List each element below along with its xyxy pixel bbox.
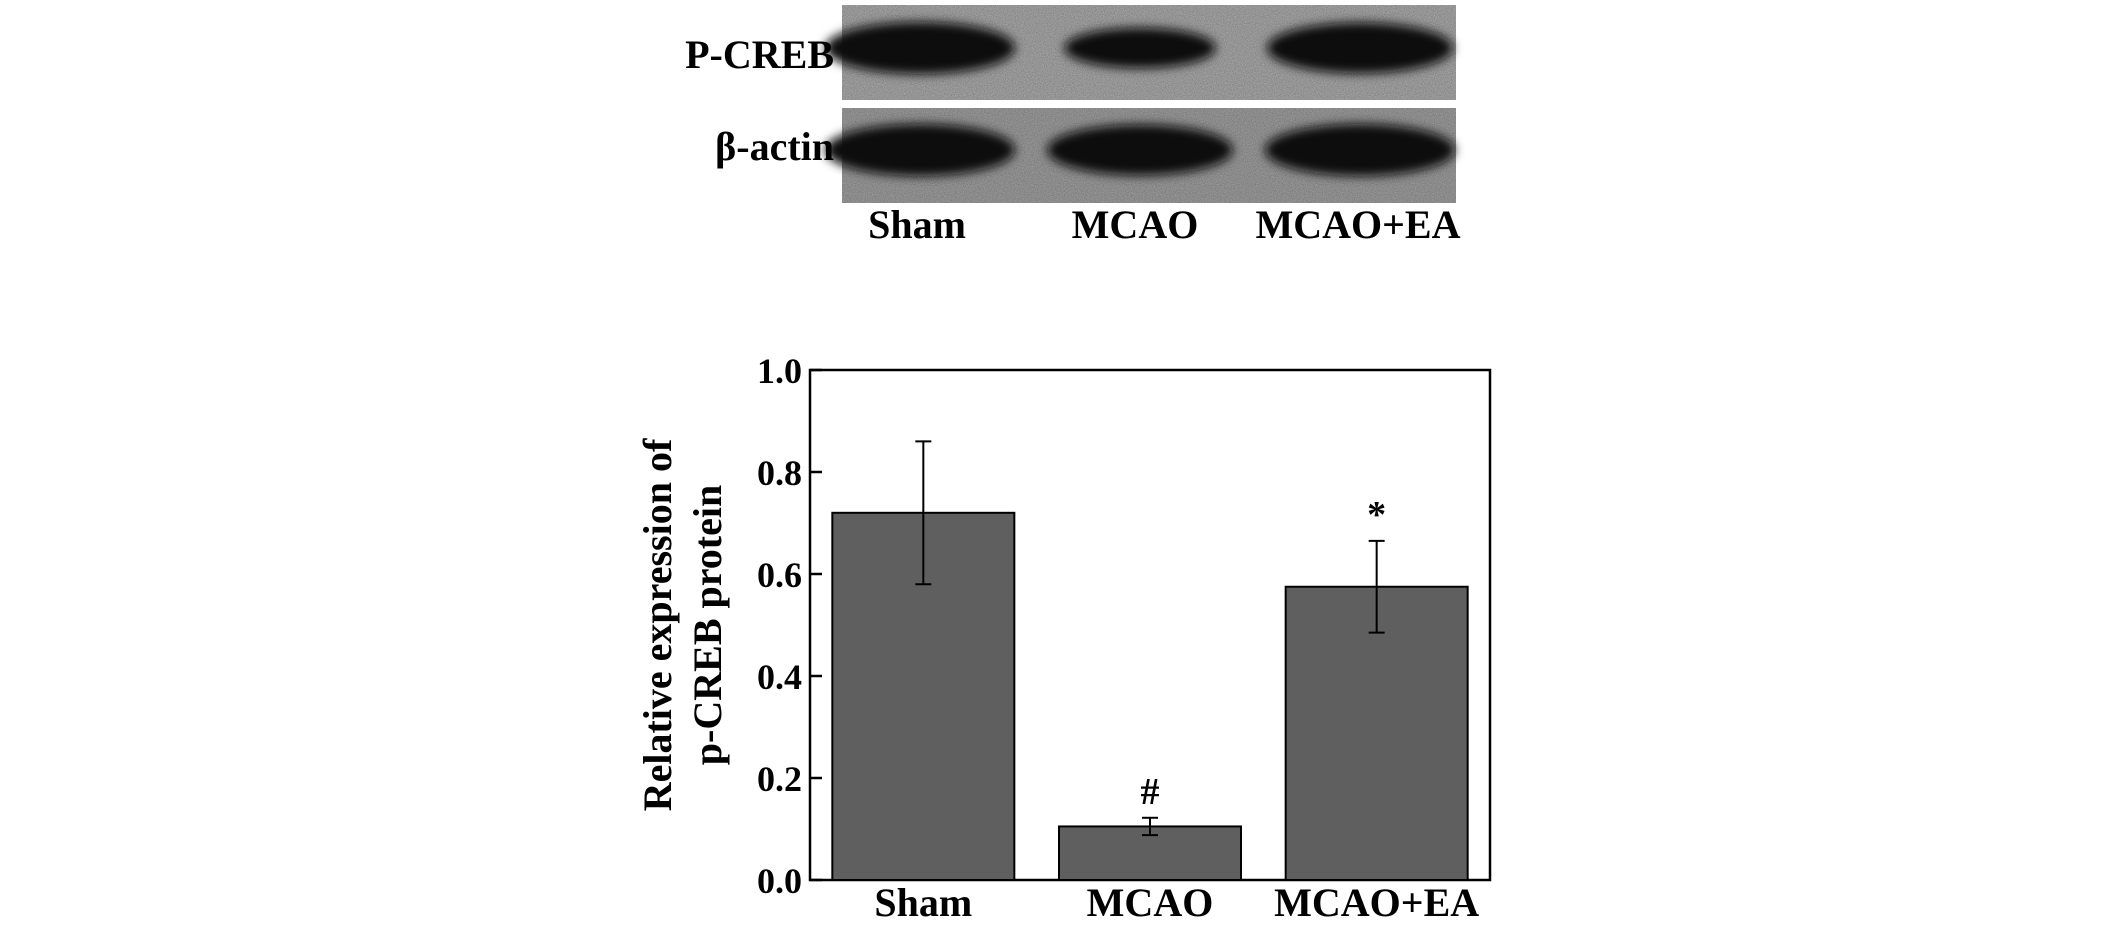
y-axis-label-line-2: p-CREB protein: [685, 485, 730, 765]
blot-bands: [825, 22, 1455, 176]
x-tick-label-2: MCAO: [1087, 880, 1214, 925]
y-tick-label-3: 0.6: [757, 555, 802, 595]
blot-label-actin: β-actin: [715, 124, 834, 169]
y-tick-label-5: 1.0: [757, 351, 802, 391]
blot-band-actin-1: [825, 124, 1015, 176]
blot-band-pcreb-3: [1267, 22, 1453, 74]
y-tick-label-2: 0.4: [757, 657, 802, 697]
x-tick-label-1: Sham: [874, 880, 972, 925]
blot-lane-label-mcao: MCAO: [1072, 202, 1199, 247]
blot-lane-label-mcao-ea: MCAO+EA: [1256, 202, 1461, 247]
bar-chart: 0.00.20.40.60.81.0 #* Sham MCAO MCAO+EA Re…: [635, 351, 1492, 925]
blot-band-actin-3: [1265, 124, 1455, 176]
significance-mark-2: #: [1141, 771, 1160, 813]
y-tick-label-0: 0.0: [757, 861, 802, 901]
x-axis-labels: Sham MCAO MCAO+EA: [874, 880, 1479, 925]
blot-lane-label-sham: Sham: [868, 202, 966, 247]
blot-band-actin-2: [1047, 124, 1233, 176]
y-axis-label-line-1: Relative expression of: [635, 438, 680, 811]
blot-band-pcreb-1: [825, 22, 1015, 74]
y-tick-label-1: 0.2: [757, 759, 802, 799]
y-axis-ticks: 0.0 0.2 0.4 0.6 0.8 1.0: [757, 351, 822, 901]
significance-mark-3: *: [1367, 494, 1386, 536]
significance-marks: #*: [1141, 494, 1387, 813]
error-bars: [915, 440, 1385, 837]
x-tick-label-3: MCAO+EA: [1274, 880, 1479, 925]
blot-band-pcreb-2: [1064, 27, 1216, 69]
bar-3: [1284, 585, 1469, 881]
y-tick-label-4: 0.8: [757, 453, 802, 493]
blot-label-pcreb: P-CREB: [685, 32, 834, 77]
western-blot: P-CREB β-actin Sham MCAO MCAO+EA: [685, 5, 1461, 247]
